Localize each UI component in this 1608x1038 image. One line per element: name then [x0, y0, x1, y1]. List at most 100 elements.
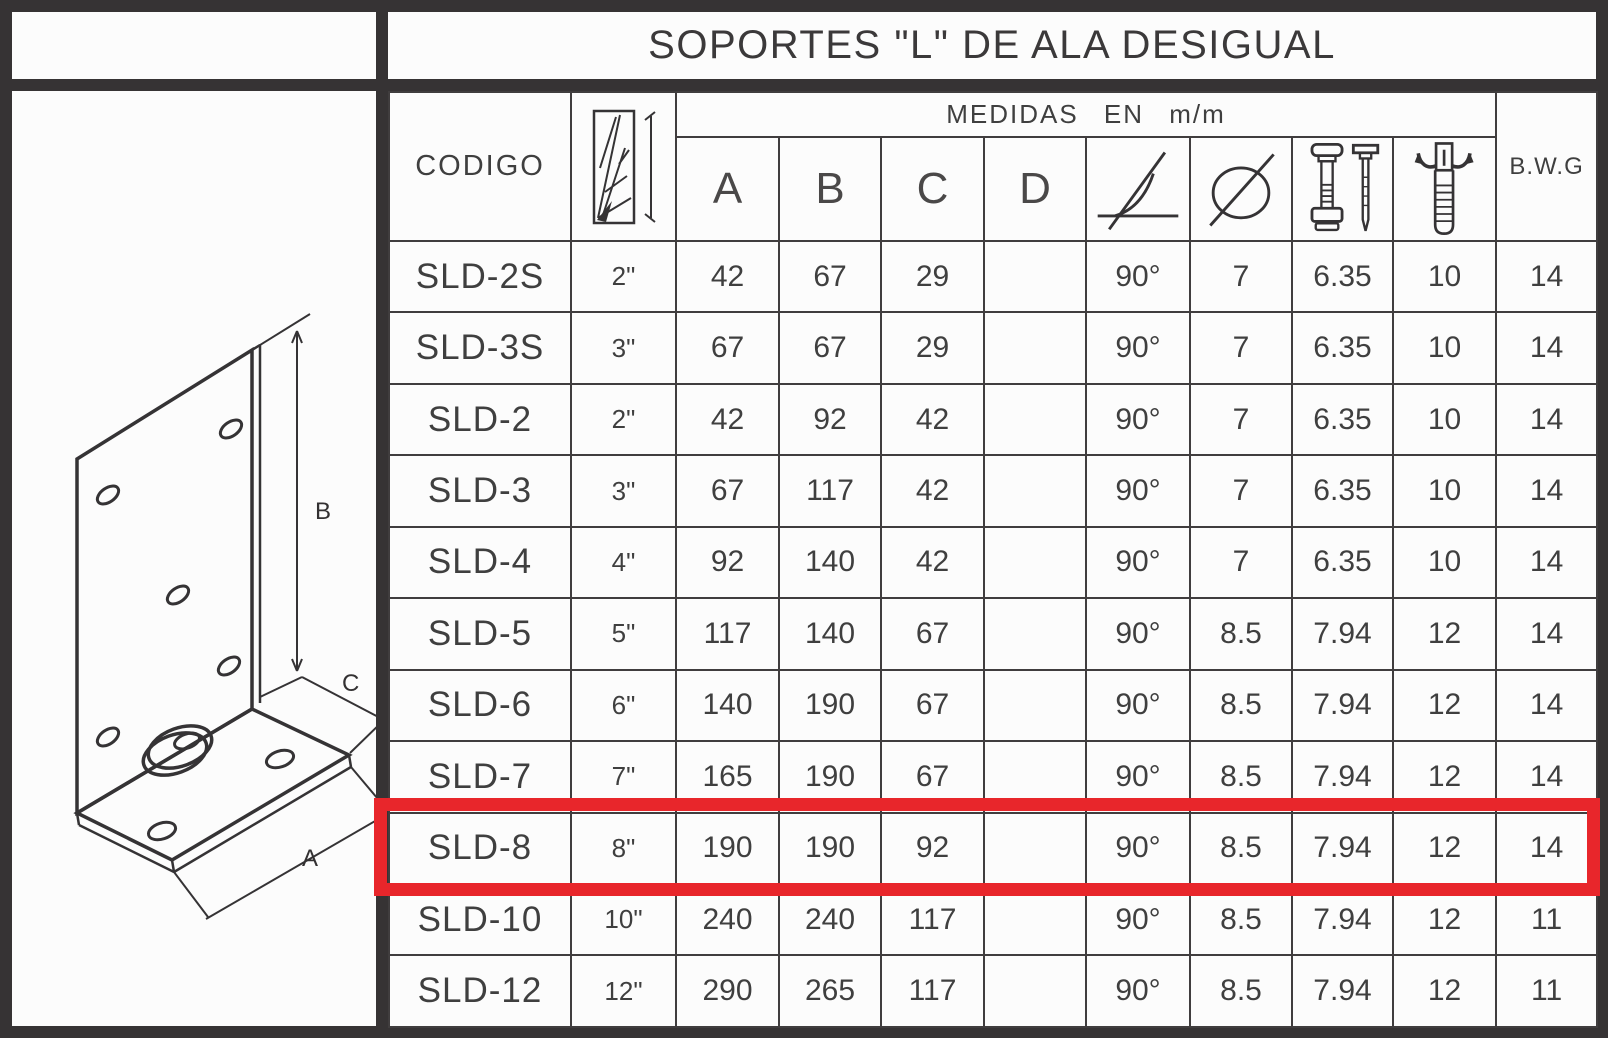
cell-a: 165 [675, 740, 780, 814]
cell-codigo: SLD-7 [388, 740, 572, 814]
cell-bolt: 6.35 [1291, 239, 1394, 314]
bracket-isometric-drawing: B C A [73, 313, 376, 920]
cell-bwg: 14 [1495, 811, 1599, 885]
base-thickness-line [78, 823, 175, 874]
cell-anchor: 12 [1391, 811, 1498, 885]
dim-line-a [205, 819, 376, 920]
cell-bwg: 14 [1495, 382, 1599, 457]
cell-c: 117 [880, 882, 985, 957]
cell-size: 10" [570, 882, 677, 957]
cell-d [983, 239, 1087, 314]
cell-b: 190 [778, 668, 882, 743]
cell-bwg: 14 [1495, 597, 1599, 671]
cell-bwg: 11 [1495, 954, 1599, 1028]
cell-d [983, 382, 1087, 457]
cell-size: 7" [570, 740, 677, 814]
cell-d [983, 525, 1087, 600]
washer [146, 724, 214, 770]
cell-codigo: SLD-4 [388, 525, 572, 600]
plate-section-icon [592, 109, 656, 224]
cell-a: 140 [675, 668, 780, 743]
cell-c: 67 [880, 740, 985, 814]
cell-codigo: SLD-2 [388, 382, 572, 457]
spec-table: CODIGO MEDIDAS EN m/m B.W.G A [388, 91, 1599, 1028]
cell-diameter: 7 [1189, 454, 1293, 528]
cell-bolt: 6.35 [1291, 454, 1394, 528]
blank-corner-box [12, 12, 376, 79]
cell-bolt: 7.94 [1291, 740, 1394, 814]
cell-c: 29 [880, 311, 985, 385]
hole [146, 820, 178, 842]
washer-side [141, 731, 209, 777]
hole [218, 418, 244, 440]
cell-bolt: 6.35 [1291, 382, 1394, 457]
cell-a: 42 [675, 382, 780, 457]
cell-angle: 90° [1085, 597, 1191, 671]
cell-anchor: 12 [1391, 597, 1498, 671]
cell-a: 67 [675, 454, 780, 528]
cell-a: 67 [675, 311, 780, 385]
cell-c: 67 [880, 597, 985, 671]
cell-d [983, 597, 1087, 671]
cell-b: 240 [778, 882, 882, 957]
dim-ext-line [251, 313, 311, 351]
cell-d [983, 668, 1087, 743]
base-thickness-line [170, 859, 176, 873]
cell-bwg: 14 [1495, 668, 1599, 743]
hole [216, 655, 242, 677]
cell-size: 2" [570, 239, 677, 314]
cell-angle: 90° [1085, 454, 1191, 528]
dim-ext-line [350, 766, 376, 799]
dim-arrows-b [291, 330, 303, 672]
table-row-highlighted: SLD-8 8" 190 190 92 90° 8.5 7.94 12 14 [388, 811, 1599, 885]
cell-angle: 90° [1085, 740, 1191, 814]
cell-anchor: 12 [1391, 740, 1498, 814]
cell-diameter: 7 [1189, 239, 1293, 314]
table-row: SLD-4 4" 92 140 42 90° 7 6.35 10 14 [388, 525, 1599, 600]
cell-bwg: 14 [1495, 239, 1599, 314]
cell-a: 92 [675, 525, 780, 600]
cell-anchor: 12 [1391, 954, 1498, 1028]
dim-label-b: B [315, 498, 331, 525]
base-thickness-line [173, 765, 352, 874]
cell-bolt: 6.35 [1291, 525, 1394, 600]
header-bwg: B.W.G [1495, 91, 1599, 242]
cell-anchor: 10 [1391, 382, 1498, 457]
cell-a: 190 [675, 811, 780, 885]
cell-b: 67 [778, 311, 882, 385]
cell-angle: 90° [1085, 525, 1191, 600]
header-medidas: MEDIDAS EN m/m [674, 91, 1498, 138]
title-bar: SOPORTES "L" DE ALA DESIGUAL [388, 12, 1596, 79]
cell-angle: 90° [1085, 811, 1191, 885]
cell-angle: 90° [1085, 954, 1191, 1028]
cell-b: 67 [778, 239, 882, 314]
cell-diameter: 8.5 [1189, 954, 1293, 1028]
cell-bwg: 14 [1495, 311, 1599, 385]
cell-b: 265 [778, 954, 882, 1028]
cell-d [983, 954, 1087, 1028]
header-anchor [1391, 136, 1498, 242]
cell-c: 117 [880, 954, 985, 1028]
base-thickness-line [347, 754, 353, 768]
diameter-icon [1209, 153, 1275, 227]
cell-a: 240 [675, 882, 780, 957]
cell-c: 42 [880, 525, 985, 600]
cell-d [983, 882, 1087, 957]
cell-diameter: 8.5 [1189, 811, 1293, 885]
table-row: SLD-3S 3" 67 67 29 90° 7 6.35 10 14 [388, 311, 1599, 385]
cell-a: 117 [675, 597, 780, 671]
table-row: SLD-2S 2" 42 67 29 90° 7 6.35 10 14 [388, 239, 1599, 314]
cell-bwg: 11 [1495, 882, 1599, 957]
cell-c: 42 [880, 382, 985, 457]
dim-ext-line [349, 726, 376, 754]
cell-anchor: 10 [1391, 239, 1498, 314]
angle-icon [1097, 151, 1179, 231]
dim-ext-line [173, 871, 209, 918]
plate-face [75, 346, 254, 817]
cell-size: 12" [570, 954, 677, 1028]
cell-c: 67 [880, 668, 985, 743]
cell-codigo: SLD-10 [388, 882, 572, 957]
header-b: B [778, 136, 882, 242]
hole [95, 484, 121, 506]
header-codigo: CODIGO [388, 91, 572, 242]
